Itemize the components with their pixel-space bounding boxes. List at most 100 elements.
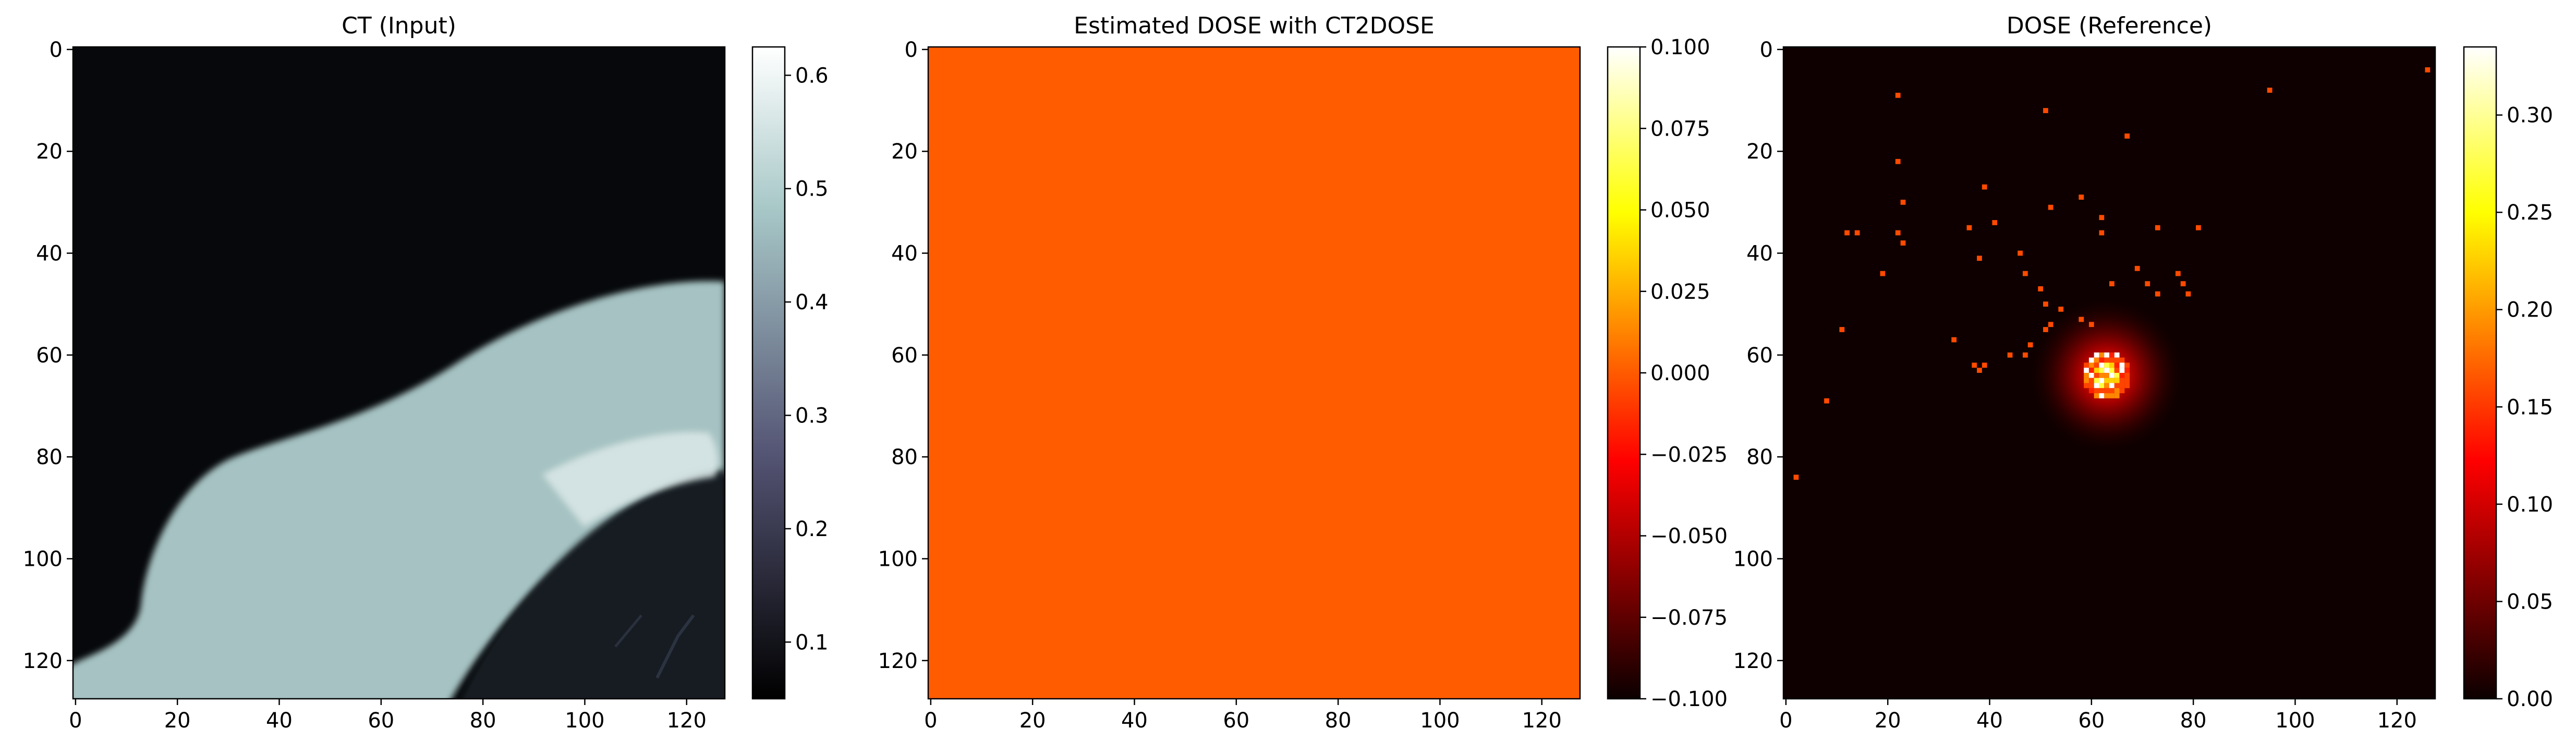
y-tick-label: 80 <box>1746 445 1773 469</box>
hotspot-pixel <box>2119 378 2125 383</box>
hotspot-pixel <box>2104 368 2109 373</box>
hotspot-pixel <box>2124 362 2130 368</box>
colorbar-tick-label: −0.025 <box>1650 443 1728 467</box>
axes: 0 20 40 60 80 100 120 0 20 40 60 80 100 120 <box>23 38 707 733</box>
y-tick-label: 60 <box>891 344 918 368</box>
hotspot-pixel <box>2104 378 2109 383</box>
y-tick-label: 40 <box>36 242 63 266</box>
hotspot-pixel <box>2094 352 2099 358</box>
hotspot-pixel <box>2109 368 2115 373</box>
dose-pixel <box>2079 195 2084 200</box>
hotspot-pixel <box>2114 373 2120 378</box>
x-tick-label: 40 <box>266 709 293 733</box>
chart-title: CT (Input) <box>342 13 456 39</box>
hotspot-pixel <box>2109 373 2115 378</box>
dose-pixel <box>2038 286 2044 292</box>
colorbar-tick-label: 0.025 <box>1650 280 1710 304</box>
dose-pixel <box>2022 352 2028 358</box>
colorbar-tick-label: 0.30 <box>2507 104 2553 128</box>
hotspot-pixel <box>2094 373 2099 378</box>
x-tick-label: 100 <box>1420 709 1460 733</box>
hotspot-pixel <box>2104 357 2109 363</box>
hotspot-pixel <box>2094 362 2099 368</box>
y-tick-label: 40 <box>891 242 918 266</box>
dose-pixel <box>1951 337 1957 343</box>
dose-pixel <box>2043 327 2048 332</box>
colorbar-tick-label: 0.00 <box>2507 687 2553 711</box>
x-tick-label: 120 <box>2377 709 2417 733</box>
colorbar-tick-label: 0.100 <box>1650 35 1710 59</box>
x-tick-label: 20 <box>1019 709 1046 733</box>
dose-pixel <box>2109 281 2115 286</box>
hotspot-pixel <box>2109 393 2115 398</box>
y-tick-label: 20 <box>1746 140 1773 164</box>
y-tick-label: 0 <box>1760 38 1773 62</box>
axes-frame <box>72 46 726 700</box>
hotspot-pixel <box>2119 383 2125 388</box>
hotspot-pixel <box>2114 388 2120 394</box>
dose-pixel <box>2185 291 2191 297</box>
hotspot-pixel <box>2104 388 2109 394</box>
dose-pixel <box>1900 240 1906 246</box>
dose-pixel <box>2058 307 2064 312</box>
dose-pixel <box>1992 220 1998 225</box>
hotspot-pixel <box>2124 373 2130 378</box>
ct-vessel <box>614 614 642 648</box>
dose-pixel <box>2267 88 2273 93</box>
dose-pixel <box>1844 230 1850 236</box>
hotspot-pixel <box>2109 362 2115 368</box>
dose-pixel <box>2043 301 2048 307</box>
dose-pixel <box>1966 225 1972 230</box>
y-tick-label: 60 <box>1746 344 1773 368</box>
colorbar <box>1607 46 1641 700</box>
dose-scatter-pixels <box>1793 67 2431 480</box>
y-tick-label: 0 <box>50 38 63 62</box>
dose-pixel <box>1982 184 1987 190</box>
dose-pixel <box>1972 362 1977 368</box>
y-tick-label: 20 <box>891 140 918 164</box>
dose-pixel <box>2099 230 2105 236</box>
hotspot-pixel <box>2094 357 2099 363</box>
dose-pixel <box>2079 317 2084 322</box>
hotspot-pixel <box>2099 393 2105 398</box>
dose-pixel <box>2007 352 2013 358</box>
colorbar <box>2463 46 2497 700</box>
colorbar-ticks: 0.30 0.25 0.20 0.15 0.10 0.05 0.00 <box>2496 104 2553 711</box>
x-tick-label: 100 <box>2275 709 2315 733</box>
x-tick-label: 0 <box>1779 709 1792 733</box>
hotspot-pixel <box>2084 383 2089 388</box>
colorbar-tick-label: 0.6 <box>795 64 829 88</box>
dose-pixel <box>2175 271 2181 276</box>
dose-pixel <box>1977 368 1982 373</box>
hotspot-pixel <box>2104 362 2109 368</box>
hotspot-pixel <box>2099 368 2105 373</box>
y-tick-label: 20 <box>36 140 63 164</box>
x-tick-label: 80 <box>1325 709 1352 733</box>
colorbar-tick-label: 0.25 <box>2507 201 2553 225</box>
estimated-dose-image <box>928 47 1580 699</box>
hotspot-pixel <box>2099 388 2105 394</box>
dose-pixel <box>1880 271 1886 276</box>
hotspot-pixel <box>2088 373 2094 378</box>
x-tick-label: 20 <box>164 709 191 733</box>
colorbar-tick-label: −0.100 <box>1650 687 1728 711</box>
colorbar-tick-label: −0.050 <box>1650 525 1728 549</box>
chart-title: Estimated DOSE with CT2DOSE <box>1074 13 1435 39</box>
colorbar-tick-label: 0.1 <box>795 630 829 654</box>
colorbar-tick-label: 0.20 <box>2507 298 2553 322</box>
ct-vessel <box>655 614 695 679</box>
colorbar-tick-label: −0.075 <box>1650 606 1728 630</box>
dose-pixel <box>1977 256 1982 261</box>
dose-pixel <box>1900 199 1906 205</box>
x-tick-label: 0 <box>69 709 82 733</box>
axes-frame <box>1782 46 2436 700</box>
hotspot-pixel <box>2114 393 2120 398</box>
hotspot-pixel <box>2104 352 2109 358</box>
dose-pixel <box>1854 230 1860 236</box>
hotspot-pixel <box>2104 393 2109 398</box>
dose-pixel <box>2018 250 2023 256</box>
hotspot-pixel <box>2109 388 2115 394</box>
hotspot-pixel <box>2114 362 2120 368</box>
hotspot-pixel <box>2099 373 2105 378</box>
